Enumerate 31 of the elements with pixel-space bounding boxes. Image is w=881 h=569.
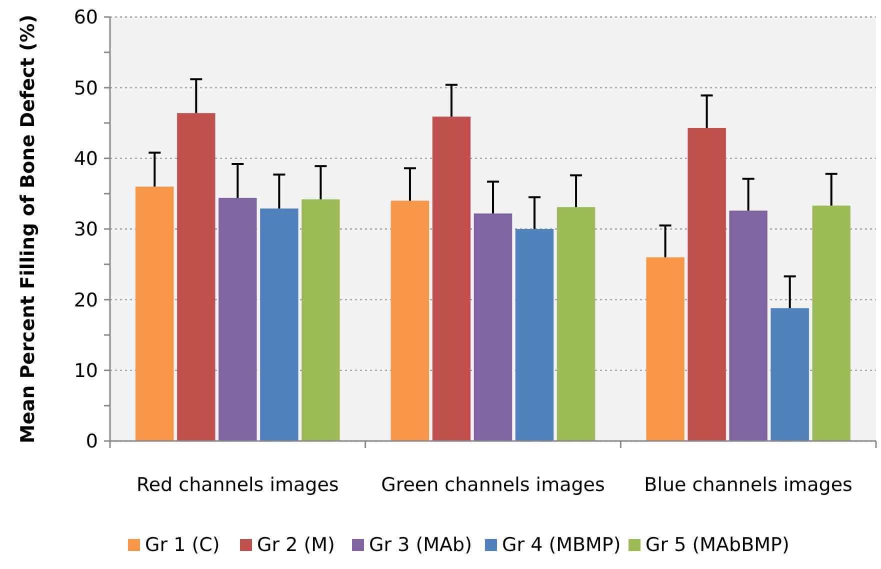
bar [729, 210, 768, 441]
bar [302, 199, 340, 441]
x-tick-label: Red channels images [136, 474, 339, 496]
legend-label: Gr 5 (MAbBMP) [646, 534, 790, 556]
bar [177, 113, 216, 441]
legend-label: Gr 1 (C) [145, 534, 220, 556]
y-tick-label: 0 [86, 430, 98, 453]
y-tick-label: 30 [74, 218, 98, 241]
y-tick-label: 60 [74, 6, 98, 29]
bar [474, 213, 512, 441]
bar [260, 208, 298, 441]
y-tick-label: 40 [74, 148, 98, 170]
legend-label: Gr 3 (MAb) [369, 534, 472, 556]
x-tick-label: Green channels images [381, 474, 605, 496]
bar [515, 229, 554, 441]
bar [432, 116, 471, 441]
bar [136, 186, 174, 441]
legend-label: Gr 2 (M) [257, 534, 335, 556]
bar [556, 207, 596, 441]
bar [688, 128, 726, 441]
bar [218, 198, 257, 441]
bar [390, 200, 430, 441]
y-tick-label: 20 [74, 289, 98, 312]
y-axis-title: Mean Percent Filling of Bone Defect (%) [17, 14, 39, 444]
x-tick-label: Blue channels images [644, 474, 852, 496]
y-tick-label: 50 [74, 77, 98, 100]
bar [770, 308, 809, 441]
bar [646, 257, 684, 441]
legend-label: Gr 4 (MBMP) [502, 534, 621, 556]
y-tick-label: 10 [74, 360, 98, 382]
bar [812, 206, 850, 441]
